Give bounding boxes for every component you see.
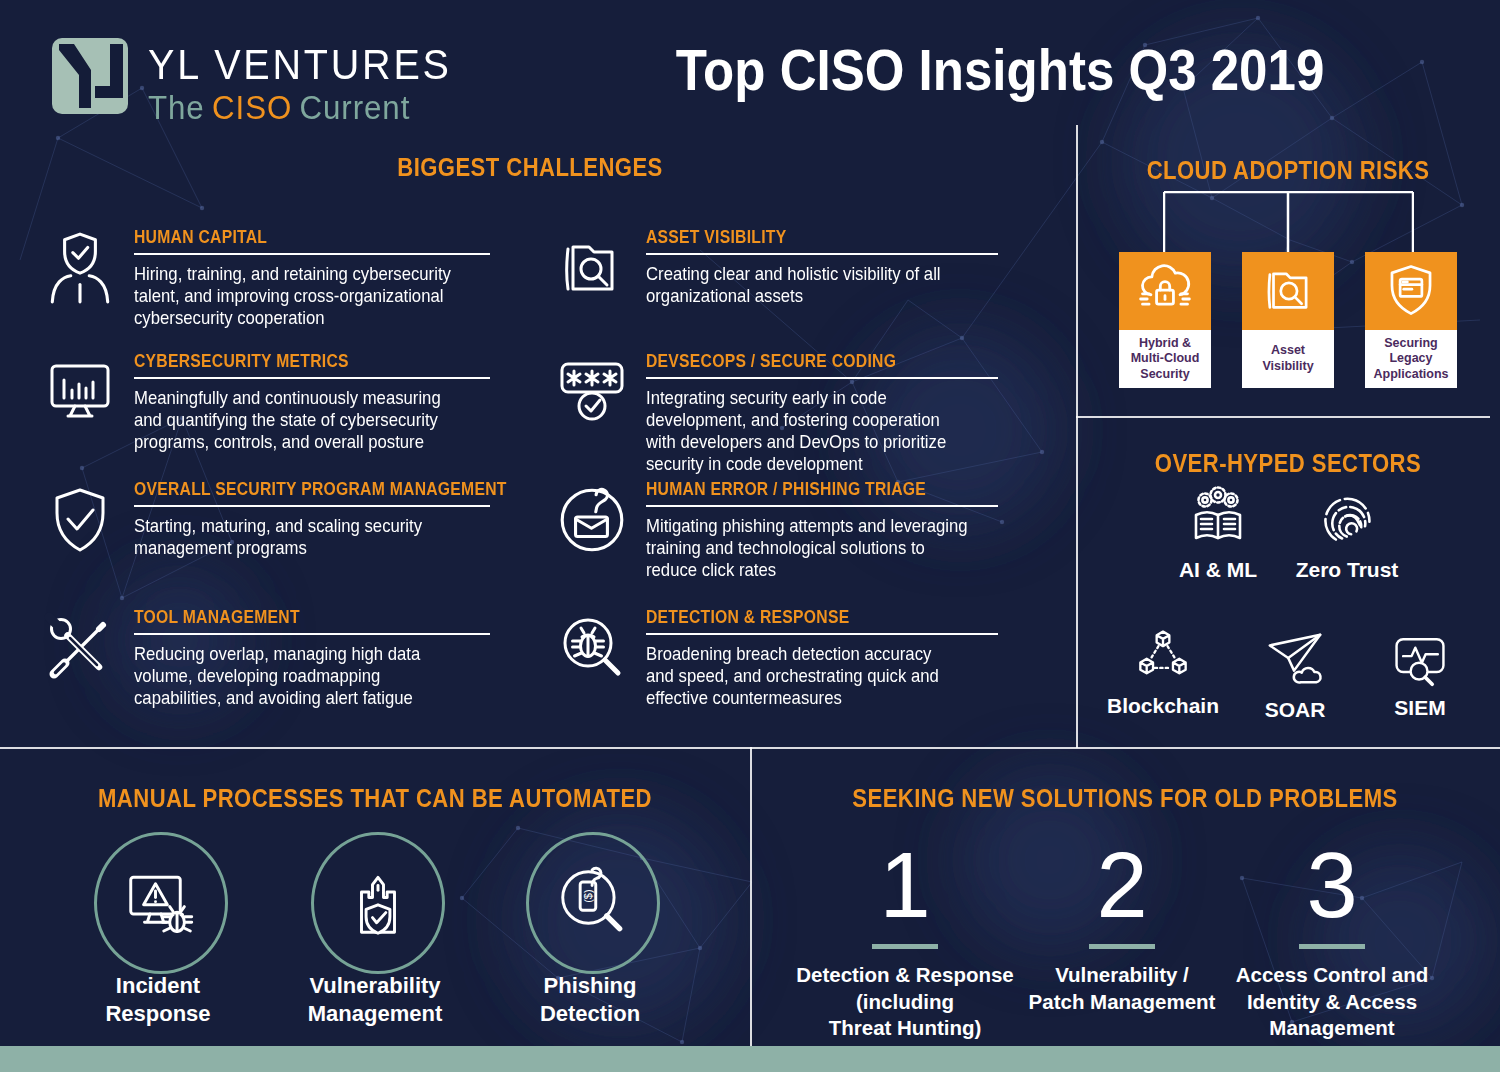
folder-search-icon <box>552 226 632 310</box>
challenge-title: HUMAN CAPITAL <box>134 226 267 248</box>
challenge-title: ASSET VISIBILITY <box>646 226 786 248</box>
cloud-risk-legacy: Securing Legacy Applications <box>1365 252 1457 388</box>
challenge-body: Reducing overlap, managing high data vol… <box>134 643 535 709</box>
sector-label: Zero Trust <box>1267 558 1427 582</box>
infographic-root: YL VENTURES TheCISOCurrent Top CISO Insi… <box>0 0 1500 1072</box>
title-underline <box>134 253 490 255</box>
monitor-chart-icon <box>40 350 120 434</box>
challenge-human-error: HUMAN ERROR / PHISHING TRIAGE Mitigating… <box>552 478 1092 581</box>
manual-label-vulnerability: Vulnerability Management <box>255 972 495 1027</box>
subtitle-current: Current <box>300 88 411 126</box>
divider-right-panel <box>1076 125 1078 748</box>
title-underline <box>134 505 490 507</box>
castle-shield-icon <box>334 859 422 947</box>
manual-processes-heading: MANUAL PROCESSES THAT CAN BE AUTOMATED <box>56 783 694 814</box>
challenge-cybersecurity-metrics: CYBERSECURITY METRICS Meaningfully and c… <box>40 350 590 453</box>
divider-right-horizontal <box>1076 416 1490 418</box>
monitor-bug-alert-icon <box>117 859 205 947</box>
bug-magnifier-icon <box>552 606 632 690</box>
cloud-bracket-lines <box>1163 191 1414 254</box>
wrench-screwdriver-icon <box>40 606 120 690</box>
cloud-risk-label: Asset Visibility <box>1242 330 1334 388</box>
incident-response-circle <box>94 832 228 974</box>
phishing-email-hook-icon <box>552 478 632 562</box>
manual-label-incident: Incident Response <box>38 972 278 1027</box>
subtitle-the: The <box>148 88 205 126</box>
solution-number: 3 <box>1202 836 1462 934</box>
gears-book-icon <box>1186 486 1250 550</box>
challenge-body: Hiring, training, and retaining cybersec… <box>134 263 535 329</box>
title-underline <box>646 633 998 635</box>
folder-search-icon <box>1242 252 1334 330</box>
overhyped-heading: OVER-HYPED SECTORS <box>1116 448 1459 479</box>
yl-ventures-logo <box>52 38 128 118</box>
monitor-pulse-magnifier-icon <box>1390 628 1450 688</box>
cloud-adoption-heading: CLOUD ADOPTION RISKS <box>1116 155 1459 186</box>
password-check-icon <box>552 350 632 434</box>
page-title: Top CISO Insights Q3 2019 <box>666 36 1335 103</box>
challenge-title: DETECTION & RESPONSE <box>646 606 849 628</box>
biggest-challenges-heading: BIGGEST CHALLENGES <box>80 152 981 183</box>
brand-subtitle: TheCISOCurrent <box>148 88 410 127</box>
challenge-security-program: OVERALL SECURITY PROGRAM MANAGEMENT Star… <box>40 478 590 559</box>
challenge-tool-management: TOOL MANAGEMENT Reducing overlap, managi… <box>40 606 590 709</box>
challenge-body: Creating clear and holistic visibility o… <box>646 263 1038 307</box>
cloud-lock-icon <box>1119 252 1211 330</box>
solution-3: 3 Access Control and Identity & Access M… <box>1202 836 1462 1042</box>
title-underline <box>646 253 998 255</box>
sector-siem: SIEM <box>1340 628 1500 720</box>
title-underline <box>646 505 998 507</box>
sector-zero-trust: Zero Trust <box>1267 486 1427 582</box>
subtitle-ciso: CISO <box>212 88 292 126</box>
challenge-body: Broadening breach detection accuracy and… <box>646 643 1038 709</box>
challenge-body: Mitigating phishing attempts and leverag… <box>646 515 1038 581</box>
title-underline <box>646 377 998 379</box>
title-underline <box>134 633 490 635</box>
divider-bottom-vertical <box>750 747 752 1046</box>
challenge-body: Meaningfully and continuously measuring … <box>134 387 535 453</box>
footer-bar <box>0 1046 1500 1072</box>
challenge-title: CYBERSECURITY METRICS <box>134 350 349 372</box>
cloud-risk-label: Securing Legacy Applications <box>1365 330 1457 388</box>
challenge-devsecops: DEVSECOPS / SECURE CODING Integrating se… <box>552 350 1092 475</box>
title-underline <box>134 377 490 379</box>
cloud-risk-hybrid: Hybrid & Multi-Cloud Security <box>1119 252 1211 388</box>
challenge-title: OVERALL SECURITY PROGRAM MANAGEMENT <box>134 478 507 500</box>
svg-text:($): ($) <box>582 889 594 902</box>
solution-underline <box>1299 944 1365 949</box>
challenge-title: HUMAN ERROR / PHISHING TRIAGE <box>646 478 926 500</box>
challenge-title: TOOL MANAGEMENT <box>134 606 300 628</box>
challenge-title: DEVSECOPS / SECURE CODING <box>646 350 896 372</box>
shield-person-icon <box>40 226 120 310</box>
cubes-network-icon <box>1134 628 1192 686</box>
magnifier-phone-hook-icon: ($) <box>549 859 637 947</box>
solution-underline <box>1089 944 1155 949</box>
challenge-body: Starting, maturing, and scaling security… <box>134 515 535 559</box>
challenge-asset-visibility: ASSET VISIBILITY Creating clear and holi… <box>552 226 1092 307</box>
challenge-human-capital: HUMAN CAPITAL Hiring, training, and reta… <box>40 226 590 329</box>
vulnerability-management-circle <box>311 832 445 974</box>
phishing-detection-circle: ($) <box>526 832 660 974</box>
cloud-risk-label: Hybrid & Multi-Cloud Security <box>1119 330 1211 388</box>
shield-check-icon <box>40 478 120 562</box>
solution-label: Access Control and Identity & Access Man… <box>1202 962 1462 1042</box>
fingerprint-icon <box>1315 486 1379 550</box>
challenge-body: Integrating security early in code devel… <box>646 387 1038 475</box>
manual-label-phishing: Phishing Detection <box>470 972 710 1027</box>
challenge-detection-response: DETECTION & RESPONSE Broadening breach d… <box>552 606 1092 709</box>
sector-label: SIEM <box>1340 696 1500 720</box>
paper-plane-cloud-icon <box>1264 628 1326 690</box>
shield-browser-icon <box>1365 252 1457 330</box>
brand-name: YL VENTURES <box>148 40 452 89</box>
cloud-risk-asset-visibility: Asset Visibility <box>1242 252 1334 388</box>
solutions-heading: SEEKING NEW SOLUTIONS FOR OLD PROBLEMS <box>806 783 1444 814</box>
solution-underline <box>872 944 938 949</box>
